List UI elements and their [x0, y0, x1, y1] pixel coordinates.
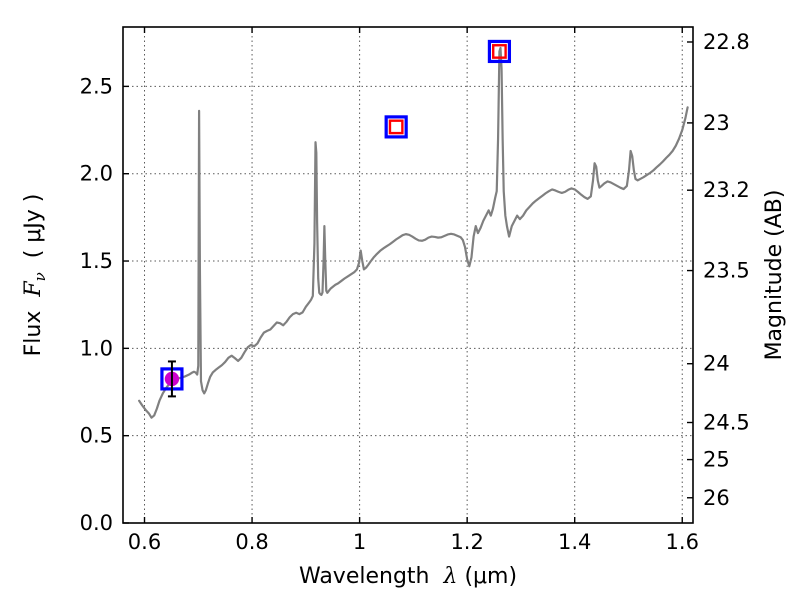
y-right-tick-label: 24.5	[703, 411, 750, 435]
marker-inner-square	[492, 44, 507, 59]
photometry-markers-group	[160, 39, 512, 398]
x-axis-title-units: (μm)	[464, 564, 517, 589]
y-left-tick-label: 2.5	[80, 74, 113, 98]
y-right-tick-label: 25	[703, 448, 730, 472]
y-left-tick-label: 1.0	[80, 336, 113, 360]
y-right-tick-marks	[687, 41, 693, 499]
spectrum-line	[138, 46, 689, 419]
x-tick-label: 1	[353, 530, 366, 554]
y-left-tick-label: 1.5	[80, 249, 113, 273]
x-axis-title-symbol: λ	[442, 564, 457, 589]
y-gridlines	[123, 85, 693, 437]
y-left-title-symbol: F	[21, 281, 46, 298]
x-tick-label: 0.8	[235, 530, 268, 554]
x-tick-label: 1.6	[666, 530, 699, 554]
photometry-marker[interactable]	[160, 360, 184, 398]
svg-text:Flux Fν ( μJy ): Flux Fν ( μJy )	[21, 194, 49, 357]
y-left-tick-label: 2.0	[80, 162, 113, 186]
y-left-tick-label: 0.0	[80, 511, 113, 535]
x-tick-label: 1.2	[450, 530, 483, 554]
y-left-title-prefix: Flux	[21, 311, 46, 357]
x-tick-label: 1.4	[558, 530, 591, 554]
marker-outer-square	[487, 39, 512, 64]
y-left-axis-title: Flux Fν ( μJy )	[21, 194, 49, 357]
plot-frame	[122, 26, 694, 524]
photometry-marker[interactable]	[384, 115, 408, 139]
x-tick-marks	[143, 27, 683, 523]
y-right-tick-labels: 22.8 23 23.2 23.5 24 24.5 25 26	[703, 30, 750, 510]
marker-inner-square	[388, 119, 404, 135]
y-left-tick-labels: 0.0 0.5 1.0 1.5 2.0 2.5	[80, 74, 113, 535]
y-right-tick-label: 23.5	[703, 259, 750, 283]
x-axis-title: Wavelength λ (μm)	[299, 564, 517, 589]
y-left-title-subscript: ν	[31, 272, 49, 281]
marker-outer-square	[384, 115, 408, 139]
y-right-title-text: Magnitude (AB)	[762, 190, 787, 361]
spectrum-series-group	[138, 46, 689, 419]
y-right-tick-label: 23.2	[703, 178, 750, 202]
y-left-title-units: ( μJy )	[21, 194, 46, 259]
y-left-tick-label: 0.5	[80, 424, 113, 448]
y-right-tick-label: 23	[703, 111, 730, 135]
y-right-tick-label: 22.8	[703, 30, 750, 54]
plot-area-background	[123, 27, 693, 523]
x-tick-label: 0.6	[128, 530, 161, 554]
x-gridlines	[144, 27, 683, 523]
photometry-marker[interactable]	[487, 39, 512, 64]
y-left-tick-marks	[123, 85, 129, 524]
svg-text:Wavelength λ (μm): Wavelength λ (μm)	[299, 564, 517, 589]
y-right-tick-label: 24	[703, 352, 730, 376]
x-axis-title-prefix: Wavelength	[299, 564, 430, 589]
y-right-tick-label: 26	[703, 486, 730, 510]
x-tick-labels: 0.6 0.8 1 1.2 1.4 1.6	[128, 530, 699, 554]
y-right-axis-title: Magnitude (AB)	[762, 190, 787, 361]
